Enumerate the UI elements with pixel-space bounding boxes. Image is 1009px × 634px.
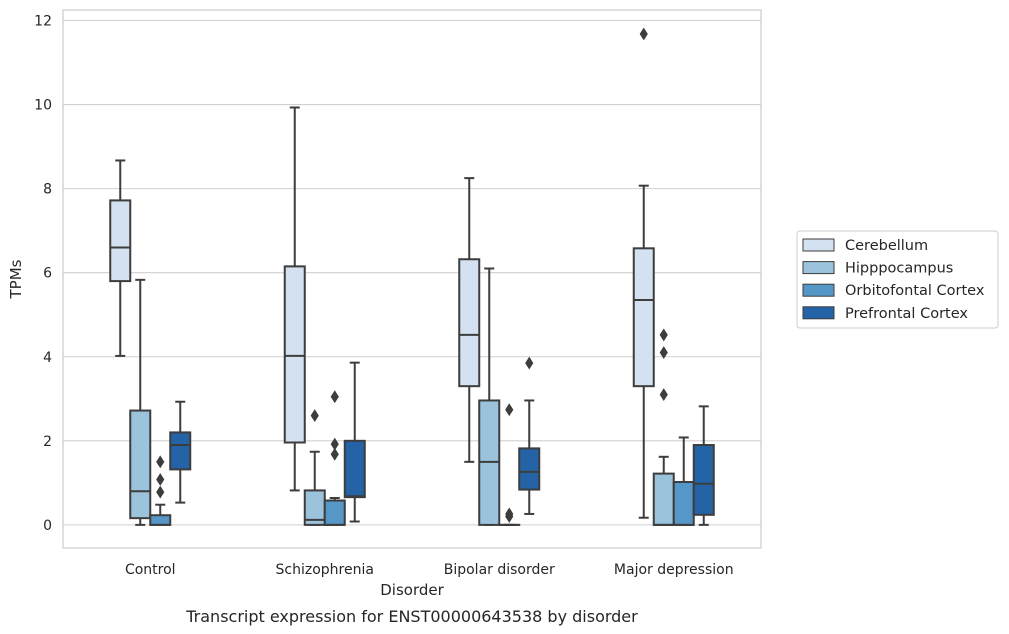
box-3-3: [692, 405, 715, 526]
legend-frame: [796, 230, 999, 329]
series-1: [129, 267, 675, 526]
legend-swatch-3: [802, 306, 835, 320]
box-2-2: [498, 403, 521, 526]
box-3-1: [343, 361, 366, 523]
outlier-marker: [659, 346, 668, 359]
series-2: [149, 390, 695, 526]
box-1-1: [303, 409, 326, 526]
box-0-2: [458, 177, 481, 463]
legend: Cerebellum Hipppocampus Orbitofontal Corte…: [796, 230, 999, 329]
y-tick-labels: 0 2 4 6 8 10 12: [34, 14, 52, 534]
outlier-marker: [639, 27, 648, 41]
outlier-marker: [330, 390, 339, 404]
x-tick-label-0: Control: [125, 562, 176, 578]
outlier-marker: [505, 507, 514, 521]
box-3-2: [518, 356, 541, 515]
outlier-marker: [659, 388, 668, 402]
box-groups: [109, 27, 715, 526]
box-body: [129, 409, 152, 520]
series-0: [109, 27, 655, 519]
box-body: [343, 439, 366, 499]
figure-caption: Transcript expression for ENST0000064353…: [185, 607, 638, 626]
legend-label-3: Prefrontal Cortex: [845, 306, 968, 322]
box-body: [632, 247, 655, 388]
y-axis-label: TPMs: [7, 259, 25, 299]
legend-swatch-1: [802, 261, 835, 275]
outlier-marker: [330, 437, 339, 451]
series-3: [169, 356, 715, 526]
x-tick-label-3: Major depression: [614, 562, 734, 578]
legend-swatch-0: [802, 238, 835, 252]
box-body: [518, 447, 541, 491]
x-tick-labels: Control Schizophrenia Bipolar disorder Majo…: [125, 562, 734, 578]
plot-frame: [62, 9, 762, 549]
box-body: [323, 499, 346, 526]
box-0-1: [283, 106, 306, 492]
legend-label-1: Hipppocampus: [845, 261, 953, 277]
box-1-0: [129, 278, 152, 526]
y-tick-label-8: 8: [43, 182, 52, 198]
legend-label-2: Orbitofontal Cortex: [845, 283, 985, 299]
box-2-0: [149, 455, 172, 526]
box-2-3: [672, 436, 695, 526]
outlier-marker: [505, 403, 514, 417]
x-tick-label-1: Schizophrenia: [276, 562, 374, 578]
x-axis-label: Disorder: [380, 581, 444, 599]
y-tick-label-0: 0: [43, 518, 52, 534]
box-3-0: [169, 400, 192, 504]
outlier-marker: [330, 447, 339, 461]
y-tick-label-12: 12: [34, 14, 52, 30]
box-body: [149, 514, 172, 526]
y-tick-label-2: 2: [43, 434, 52, 450]
box-body: [672, 481, 695, 526]
box-body: [652, 472, 675, 526]
box-body: [283, 265, 306, 444]
box-0-0: [109, 159, 132, 357]
box-1-3: [652, 328, 675, 526]
y-tick-label-4: 4: [43, 350, 52, 366]
plot-area: [63, 10, 761, 548]
box-body: [169, 431, 192, 471]
box-body: [109, 199, 132, 283]
outlier-marker: [156, 473, 165, 486]
box-1-2: [478, 267, 501, 526]
legend-swatch-2: [802, 283, 835, 297]
box-0-3: [632, 27, 655, 519]
y-tick-label-6: 6: [43, 266, 52, 282]
box-body: [692, 444, 715, 516]
legend-label-0: Cerebellum: [845, 238, 928, 254]
y-tick-label-10: 10: [34, 98, 52, 114]
box-2-1: [323, 390, 346, 526]
outlier-marker: [156, 485, 165, 499]
outlier-marker: [659, 328, 668, 342]
x-tick-label-2: Bipolar disorder: [444, 562, 555, 578]
outlier-marker: [156, 455, 165, 469]
outlier-marker: [525, 356, 534, 370]
box-body: [458, 258, 481, 388]
outlier-marker: [310, 409, 319, 423]
